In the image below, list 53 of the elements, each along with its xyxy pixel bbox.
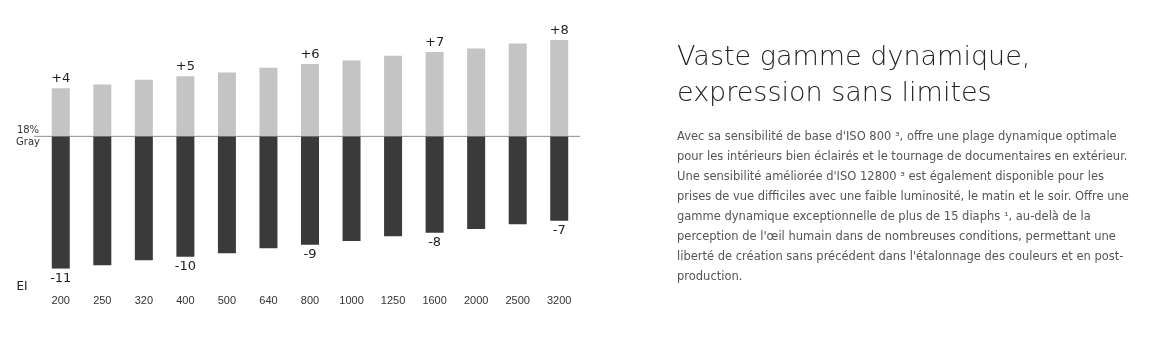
bar <box>301 136 319 245</box>
bar <box>51 136 70 269</box>
x-tick-label: 1000 <box>339 294 364 307</box>
bar <box>259 136 278 249</box>
bar <box>508 136 527 225</box>
bar <box>342 136 361 242</box>
bar <box>176 136 195 257</box>
data-label: -11 <box>50 269 72 285</box>
data-label: +6 <box>300 45 320 61</box>
bar <box>425 52 444 137</box>
ref-line-label: 18% Gray <box>16 123 41 147</box>
bar <box>217 136 236 254</box>
bar <box>134 79 153 137</box>
bar <box>217 72 236 137</box>
x-tick-label: 1250 <box>380 294 406 307</box>
data-label: -10 <box>174 257 196 273</box>
x-tick-label: 250 <box>93 294 112 307</box>
x-tick-label: 800 <box>300 294 320 307</box>
x-tick-label: 1600 <box>422 294 447 307</box>
bar <box>93 84 112 137</box>
data-label: +4 <box>51 70 71 86</box>
bar <box>301 64 319 137</box>
x-tick-label: 320 <box>134 294 154 307</box>
bar <box>176 76 195 137</box>
data-label: -7 <box>552 221 566 237</box>
bar <box>550 136 569 221</box>
x-tick-label: 640 <box>259 294 278 307</box>
bar <box>51 88 70 137</box>
bar <box>550 40 569 137</box>
bar <box>384 55 403 137</box>
bar <box>425 136 444 233</box>
text: Avec sa sensibilité de base d'ISO 800 ³, offre une plage dynamique optimale pour les intérieurs bien éclairés et le tournage de documentaires en extérieur. Une sensibilité améliorée d'ISO 12800 ³ est également disponible pour les prises de vue difficiles avec une faible luminosité, le matin et le soir. Offre une gamme dynamique exceptionnelle de plus de 15 diaphs ¹, au-delà de la perception de l'œil humain dans de nombreuses conditions, permettant une liberté de création sans précédent dans l'étalonnage des couleurs et en post-production. <box>677 128 1130 285</box>
x-tick-label: 2500 <box>505 294 530 307</box>
x-tick-label: 200 <box>51 294 70 307</box>
bar <box>467 48 486 137</box>
x-tick-label: 2000 <box>463 294 489 307</box>
data-label: +7 <box>425 33 445 49</box>
bar <box>508 43 527 137</box>
x-tick-label: 400 <box>176 294 195 307</box>
bar <box>93 136 112 266</box>
x-tick-label: 500 <box>217 294 237 307</box>
data-label: +5 <box>175 58 195 73</box>
data-label: -9 <box>303 245 317 261</box>
bar <box>134 136 153 261</box>
data-label: -8 <box>428 233 442 249</box>
data-label: +8 <box>549 21 569 37</box>
bar <box>384 136 403 237</box>
bar <box>342 60 361 137</box>
x-axis-title: EI <box>16 278 28 293</box>
bar <box>259 67 278 137</box>
bar <box>467 136 486 230</box>
x-tick-label: 3200 <box>546 294 572 307</box>
text: Vaste gamme dynamique, expression sans limites <box>677 39 1032 109</box>
